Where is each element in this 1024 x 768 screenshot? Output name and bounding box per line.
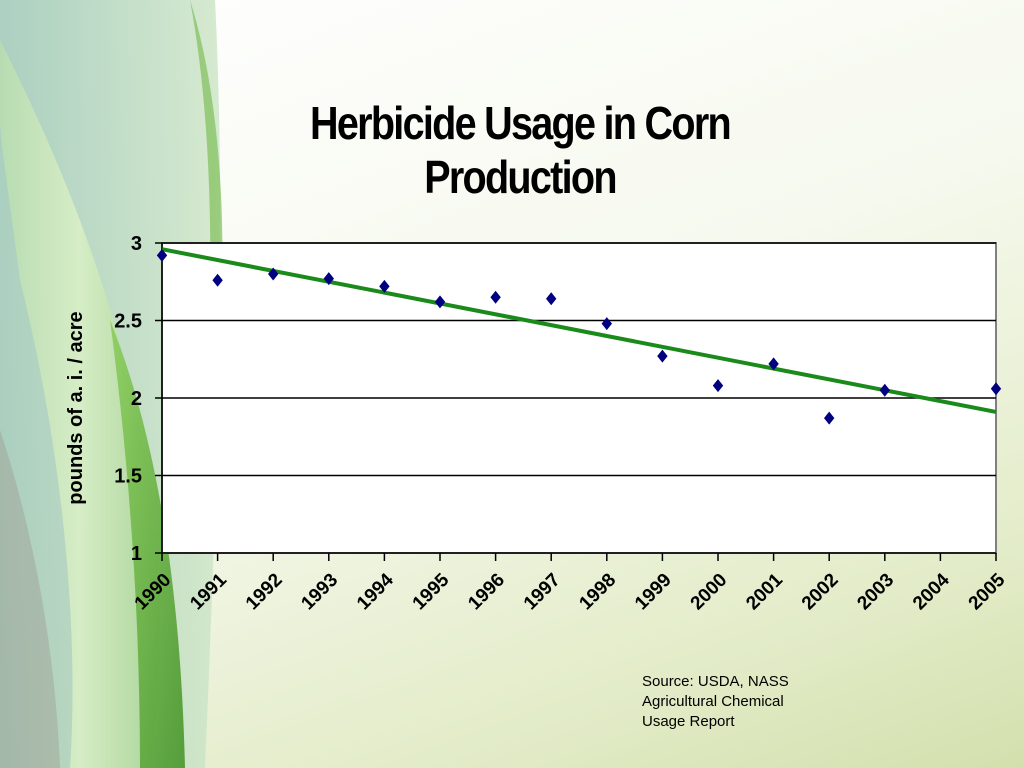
x-tick-label: 2002 (798, 570, 843, 615)
y-tick-label: 2.5 (114, 311, 142, 333)
y-tick-label: 1.5 (114, 466, 142, 488)
data-point (879, 383, 890, 397)
data-point (601, 317, 612, 331)
x-tick-label: 2005 (965, 569, 1010, 614)
data-point (379, 279, 390, 293)
x-tick-label: 2003 (853, 570, 898, 615)
source-note: Source: USDA, NASS Agricultural Chemical… (642, 672, 832, 732)
leaf-shape-front (110, 320, 185, 768)
data-point (268, 267, 279, 281)
y-axis-title: pounds of a. i. / acre (65, 311, 87, 504)
data-point (768, 357, 779, 371)
data-point (434, 295, 446, 309)
data-point (712, 379, 724, 393)
x-tick-label: 1996 (464, 570, 509, 615)
data-point (657, 349, 668, 363)
leaf-shape-edge (190, 0, 223, 300)
x-tick-label: 2004 (909, 569, 954, 614)
x-tick-label: 1992 (242, 570, 287, 615)
y-tick-label: 2 (131, 388, 142, 410)
trendline (161, 247, 997, 414)
source-line: Source: USDA, NASS (642, 673, 789, 690)
data-point (546, 292, 557, 306)
y-tick-label: 3 (131, 233, 142, 255)
data-point (323, 272, 334, 286)
x-tick-label: 1993 (297, 570, 342, 615)
x-tick-label: 2001 (742, 569, 787, 614)
data-point (990, 382, 1002, 396)
x-tick-label: 1990 (131, 570, 176, 615)
x-tick-label: 1998 (575, 570, 620, 615)
x-tick-label: 1999 (631, 570, 676, 615)
data-point (490, 290, 501, 304)
x-tick-label: 1997 (520, 570, 565, 615)
x-tick-label: 1991 (186, 569, 231, 614)
leaf-shape-shadow (0, 430, 60, 768)
source-line: Usage Report (642, 713, 735, 730)
data-point (824, 411, 835, 425)
y-tick-label: 1 (131, 543, 142, 565)
source-line: Agricultural Chemical (642, 693, 784, 710)
data-point (212, 273, 223, 287)
leaf-shape-mid (0, 40, 160, 768)
x-tick-label: 1994 (353, 569, 398, 614)
data-point (156, 248, 168, 262)
chart-title: Herbicide Usage in Corn Production (310, 97, 732, 203)
x-tick-label: 2000 (687, 570, 732, 615)
x-tick-label: 1995 (409, 569, 454, 614)
